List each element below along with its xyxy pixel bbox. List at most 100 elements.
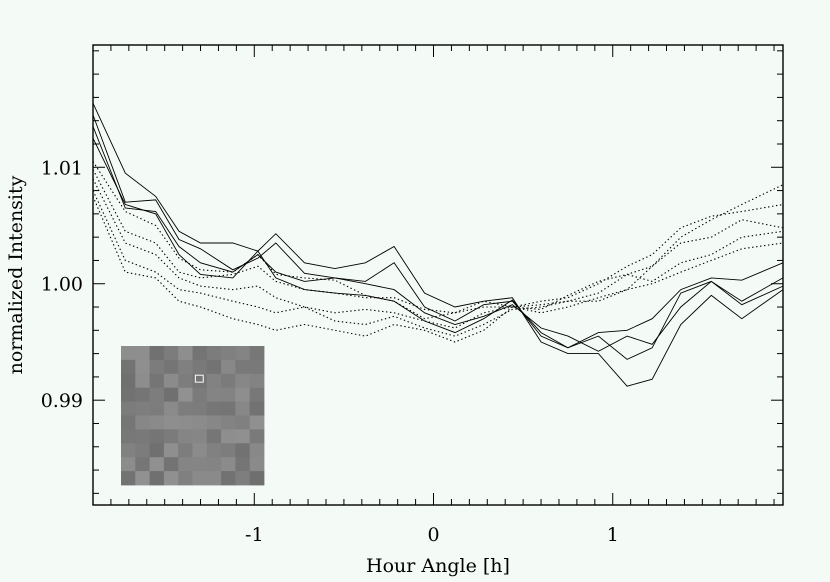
inset-cell (121, 457, 136, 472)
inset-cell (221, 373, 236, 389)
inset-cell (192, 443, 208, 458)
inset-cell (178, 471, 193, 486)
inset-cell (235, 471, 251, 486)
inset-cell (163, 359, 179, 375)
inset-cell (121, 387, 136, 402)
inset-cell (121, 359, 136, 375)
inset-cell (235, 359, 251, 375)
inset-cell (135, 443, 150, 458)
inset-cell (178, 443, 193, 458)
inset-cell (163, 429, 179, 444)
inset-cell (206, 373, 222, 389)
inset-cell (135, 415, 150, 430)
inset-cell (178, 346, 193, 361)
y-tick-label: 0.99 (41, 390, 83, 412)
inset-cell (121, 443, 136, 458)
inset-cell (178, 373, 193, 389)
inset-cell (192, 373, 208, 389)
inset-cell (163, 373, 179, 389)
inset-cell (149, 429, 165, 444)
inset-cell (235, 387, 251, 402)
inset-cell (206, 415, 222, 430)
inset-cell (206, 387, 222, 402)
inset-cell (149, 443, 165, 458)
inset-cell (249, 401, 265, 416)
inset-cell (163, 415, 179, 430)
inset-cell (235, 415, 251, 430)
series-line-6 (92, 169, 784, 314)
axis-ticks (93, 45, 783, 505)
inset-cell (249, 373, 265, 389)
inset-cell (121, 346, 136, 361)
series-line-4 (92, 138, 784, 360)
x-tick-label: -1 (245, 524, 264, 546)
inset-cell (221, 471, 236, 486)
series-layer (92, 103, 784, 387)
inset-highlight-marker (194, 374, 204, 383)
inset-cell (135, 401, 150, 416)
series-line-3 (92, 126, 784, 352)
inset-cell (163, 387, 179, 402)
tick-labels: -1 0 1 0.99 1.00 1.01 (41, 157, 619, 546)
inset-cell (178, 457, 193, 472)
inset-cell (249, 471, 265, 486)
x-axis-label: Hour Angle [h] (366, 555, 510, 577)
inset-cell (178, 387, 193, 402)
inset-cell (178, 415, 193, 430)
inset-cell (135, 346, 150, 361)
inset-cell (149, 415, 165, 430)
inset-cell (149, 346, 165, 361)
inset-cell (206, 429, 222, 444)
inset-cell (135, 471, 150, 486)
inset-cell (192, 359, 208, 375)
inset-cell (221, 443, 236, 458)
y-tick-label: 1.00 (41, 274, 83, 296)
series-line-5 (92, 161, 784, 320)
inset-cell (249, 346, 265, 361)
inset-cell (163, 401, 179, 416)
inset-cell (235, 346, 251, 361)
inset-cell (121, 373, 136, 389)
inset-cell (235, 457, 251, 472)
inset-cell (206, 359, 222, 375)
inset-cell (178, 429, 193, 444)
inset-cell (192, 401, 208, 416)
inset-cell (221, 429, 236, 444)
inset-cell (149, 457, 165, 472)
inset-cell (206, 443, 222, 458)
inset-cell (235, 401, 251, 416)
inset-cell (249, 457, 265, 472)
inset-cell (206, 457, 222, 472)
x-tick-label: 0 (427, 524, 439, 546)
inset-cell (121, 429, 136, 444)
inset-cell (163, 443, 179, 458)
inset-cell (178, 359, 193, 375)
inset-cell (221, 457, 236, 472)
inset-cell (135, 359, 150, 375)
inset-heatmap (121, 346, 265, 486)
series-line-1 (92, 103, 784, 387)
series-line-8 (92, 190, 784, 337)
inset-cell (221, 359, 236, 375)
inset-cell (121, 471, 136, 486)
inset-cell (235, 373, 251, 389)
inset-cell (135, 387, 150, 402)
inset-cell (135, 373, 150, 389)
inset-cell (192, 457, 208, 472)
inset-cell (178, 401, 193, 416)
inset-cell (149, 373, 165, 389)
inset-cell (221, 415, 236, 430)
inset-cell (163, 457, 179, 472)
inset-cell (163, 346, 179, 361)
inset-cell (206, 401, 222, 416)
inset-cell (192, 429, 208, 444)
inset-cell (206, 471, 222, 486)
inset-cell (249, 415, 265, 430)
inset-cell (221, 401, 236, 416)
y-tick-label: 1.01 (41, 157, 83, 179)
inset-cell (192, 415, 208, 430)
inset-cell (121, 415, 136, 430)
inset-cell (192, 387, 208, 402)
inset-cell (135, 457, 150, 472)
x-tick-label: 1 (607, 524, 619, 546)
